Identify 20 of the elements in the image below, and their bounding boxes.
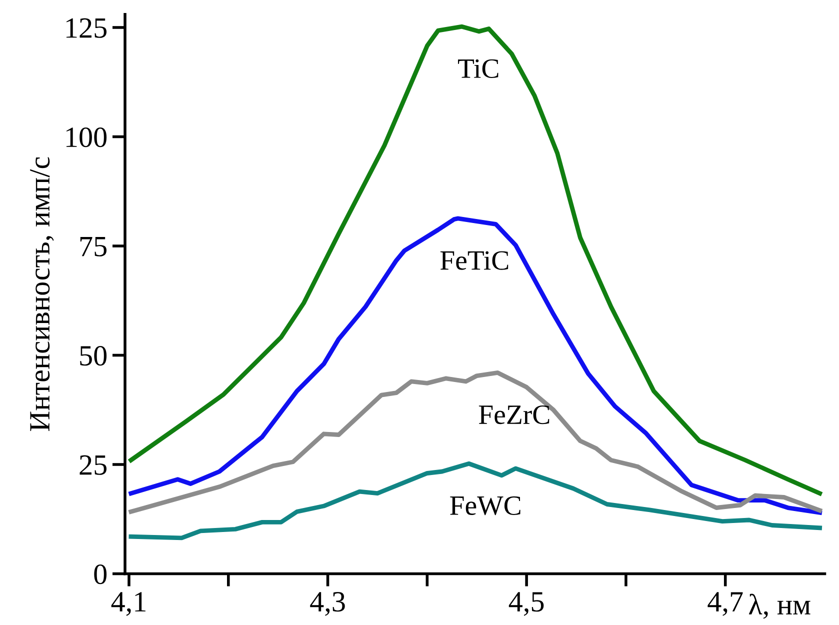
series-label: TiC <box>458 59 498 78</box>
line-series <box>128 24 822 496</box>
series-label: FeZrC <box>478 405 550 424</box>
series-label: FeTiC <box>440 251 508 270</box>
line-series <box>128 461 822 540</box>
y-tick-label: 50 <box>80 346 107 366</box>
y-tick-label: 75 <box>80 237 107 256</box>
x-tick-label: 4,1 <box>111 592 146 616</box>
x-axis-title: λ, нм <box>748 594 810 619</box>
line-series <box>128 370 822 514</box>
series-label: FeWC <box>450 496 520 516</box>
y-tick-label: 100 <box>66 127 107 148</box>
y-tick-label: 125 <box>66 18 107 38</box>
y-tick-label: 25 <box>80 455 107 475</box>
line-series <box>128 216 822 515</box>
x-tick-label: 4,5 <box>508 592 544 616</box>
y-tick-label: 0 <box>94 564 107 584</box>
y-axis-title: Интенсивность, имп/с <box>30 157 54 431</box>
x-tick-label: 4,7 <box>708 592 743 616</box>
x-tick-label: 4,3 <box>310 592 345 616</box>
